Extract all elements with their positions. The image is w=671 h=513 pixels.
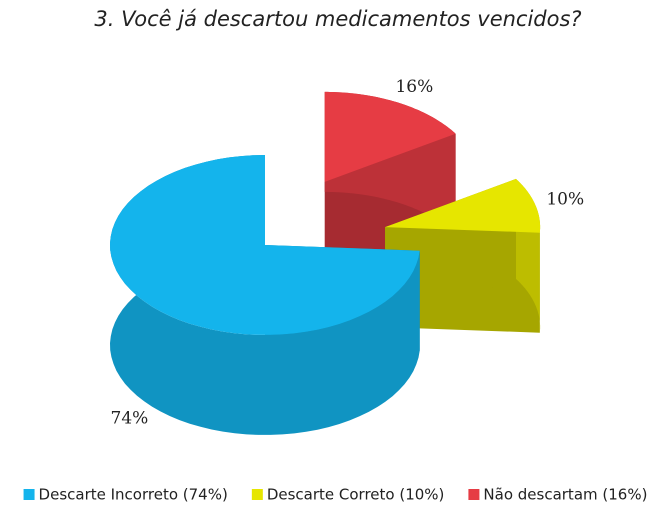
value-label: 10% xyxy=(546,190,584,210)
chart-title: 3. Você já descartou medicamentos vencid… xyxy=(94,7,581,31)
legend-label: Descarte Incorreto (74%) xyxy=(39,486,228,504)
legend: Descarte Incorreto (74%) Descarte Correto… xyxy=(23,486,647,504)
legend-label: Descarte Correto (10%) xyxy=(267,486,445,504)
slice xyxy=(110,155,420,435)
value-label: 16% xyxy=(395,77,433,97)
legend-swatch xyxy=(251,489,263,500)
slice-top xyxy=(385,178,541,233)
slice-top xyxy=(324,91,456,182)
slice-top xyxy=(110,155,420,335)
value-label: 74% xyxy=(111,408,149,428)
legend-label: Não descartam (16%) xyxy=(483,486,647,504)
legend-swatch xyxy=(468,489,480,500)
legend-swatch xyxy=(23,489,35,500)
slice xyxy=(385,178,541,333)
slice xyxy=(324,91,456,282)
pie xyxy=(110,91,541,435)
